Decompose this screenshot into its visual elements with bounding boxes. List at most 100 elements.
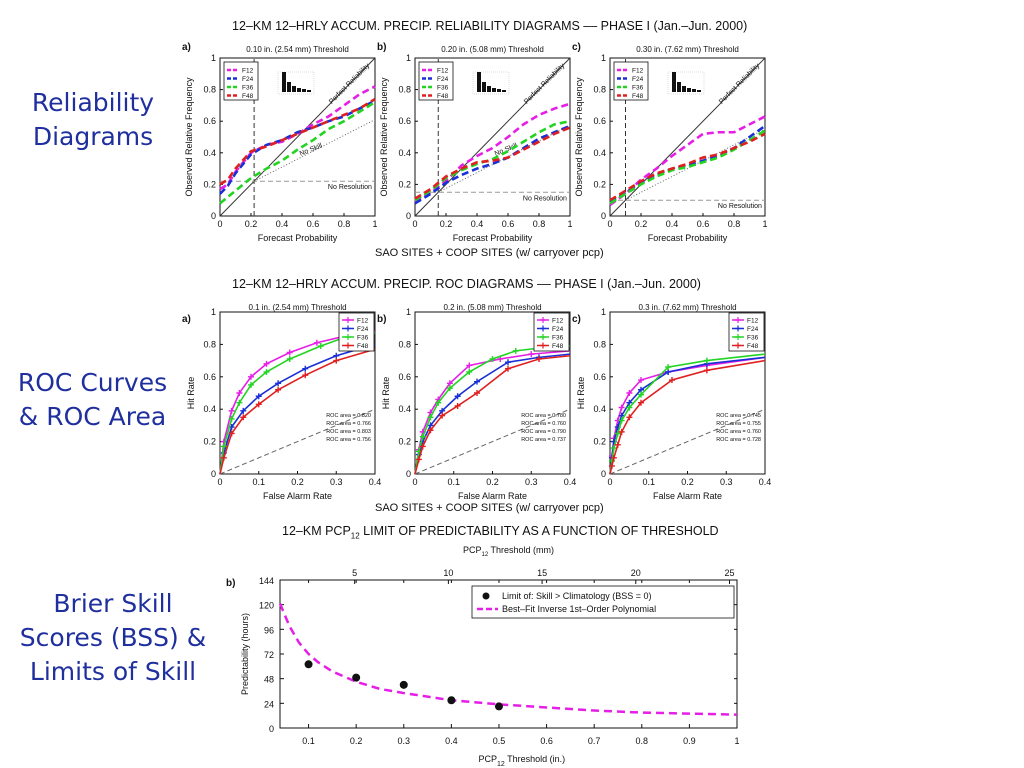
y-tick-label: 1 bbox=[601, 307, 606, 317]
perfect-reliability-line bbox=[414, 57, 571, 217]
x-tick-label: 0.9 bbox=[683, 736, 696, 746]
roc-point-marker bbox=[536, 355, 542, 362]
reliability-chart-b: b) 0.20 in. (5.08 mm) Threshold 0 0.2 0.4 0.6… bbox=[377, 42, 573, 243]
y-tick-label: 0.2 bbox=[593, 179, 606, 189]
y-tick-label: 0.2 bbox=[203, 179, 216, 189]
roc-chart-a: a) 0.1 in. (2.54 mm) Threshold 0 0.1 0.2 0.3 0… bbox=[182, 303, 382, 501]
perfect-reliability-line bbox=[609, 57, 766, 217]
legend-label: F36 bbox=[357, 335, 369, 342]
y-tick-label: 0 bbox=[211, 469, 216, 479]
legend-label: F24 bbox=[552, 326, 564, 333]
x-tick-label: 1 bbox=[762, 219, 767, 229]
roc-point-marker bbox=[427, 414, 434, 421]
y-tick-label: 0 bbox=[601, 469, 606, 479]
histogram-inset-bar bbox=[682, 86, 686, 92]
roc-point-marker bbox=[528, 351, 535, 358]
y-axis-label: Observed Relative Frequency bbox=[574, 77, 584, 197]
pcp-title-main: 12–KM PCP bbox=[282, 524, 351, 538]
x-tick-label: 0.4 bbox=[369, 477, 382, 487]
legend-marker bbox=[540, 342, 546, 349]
legend-marker bbox=[540, 334, 546, 340]
y-axis-label: Hit Rate bbox=[381, 377, 391, 410]
histogram-inset-bar bbox=[292, 86, 296, 92]
roc-curve-f48 bbox=[414, 354, 571, 475]
roc-point-marker bbox=[435, 399, 442, 406]
roc-area-text: ROC area = 0.745 bbox=[716, 413, 761, 419]
x-tick-label: 0.5 bbox=[493, 736, 506, 746]
roc-point-marker bbox=[415, 456, 422, 463]
roc-figure-title: 12–KM 12–HRLY ACCUM. PRECIP. ROC DIAGRAM… bbox=[232, 277, 701, 291]
no-resolution-label: No Resolution bbox=[328, 184, 372, 191]
roc-point-marker bbox=[240, 407, 247, 414]
x-tick-label: 1 bbox=[372, 219, 377, 229]
histogram-inset-bar bbox=[297, 88, 301, 92]
limit-of-skill-point bbox=[447, 696, 456, 705]
roc-chart-c: c) 0.3 in. (7.62 mm) Threshold 0 0.1 0.2 0.3 0… bbox=[572, 303, 772, 501]
roc-area-text: ROC area = 0.756 bbox=[326, 437, 371, 443]
histogram-inset-frame bbox=[472, 71, 510, 95]
roc-point-marker bbox=[313, 339, 320, 346]
panel-title: 0.2 in. (5.08 mm) Threshold bbox=[443, 303, 541, 312]
histogram-inset-bar bbox=[677, 82, 681, 92]
y-tick-label: 0.4 bbox=[398, 404, 411, 414]
no-resolution-label: No Resolution bbox=[718, 203, 762, 210]
legend-label: F12 bbox=[242, 68, 254, 75]
legend-label: F12 bbox=[632, 68, 644, 75]
panel-letter: b) bbox=[377, 42, 386, 53]
y-tick-label: 0 bbox=[211, 211, 216, 221]
y-tick-label: 0.2 bbox=[203, 437, 216, 447]
legend-label: F48 bbox=[632, 93, 644, 100]
x-axis-label: Forecast Probability bbox=[648, 233, 728, 243]
perfect-reliability-label: Perfect Reliability bbox=[718, 62, 762, 106]
x-tick-label: 0.3 bbox=[330, 477, 343, 487]
x-tick-label: 0.8 bbox=[338, 219, 351, 229]
perfect-reliability-label: Perfect Reliability bbox=[328, 62, 372, 106]
roc-point-marker bbox=[669, 377, 675, 384]
roc-curve-f12 bbox=[219, 330, 376, 475]
y-tick-label: 24 bbox=[264, 699, 274, 709]
roc-curve-f12 bbox=[414, 350, 571, 475]
x-axis-label-part: 12 bbox=[497, 761, 505, 768]
histogram-inset-frame bbox=[667, 71, 705, 95]
legend-label: F36 bbox=[242, 85, 254, 92]
x-axis-label: PCP12 Threshold (in.) bbox=[479, 754, 566, 768]
x-tick-label: 0.1 bbox=[447, 477, 460, 487]
side-label-line: Diagrams bbox=[32, 122, 154, 151]
x-tick-label: 0.2 bbox=[245, 219, 258, 229]
legend-marker bbox=[735, 342, 741, 349]
y-tick-label: 1 bbox=[601, 53, 606, 63]
roc-point-marker bbox=[505, 359, 511, 366]
x-tick-label: 0.3 bbox=[525, 477, 538, 487]
x-tick-label: 0.6 bbox=[697, 219, 710, 229]
top-x-tick-label: 5 bbox=[352, 568, 357, 578]
limit-of-skill-point bbox=[494, 702, 503, 711]
roc-point-marker bbox=[512, 347, 519, 354]
roc-point-marker bbox=[638, 391, 644, 398]
series-line-f12 bbox=[219, 85, 376, 191]
x-axis-label: False Alarm Rate bbox=[263, 491, 332, 501]
roc-point-marker bbox=[228, 430, 235, 437]
x-tick-label: 0.1 bbox=[642, 477, 655, 487]
y-tick-label: 72 bbox=[264, 650, 274, 660]
y-tick-label: 1 bbox=[406, 307, 411, 317]
x-tick-label: 0.6 bbox=[502, 219, 515, 229]
top-x-tick-label: 15 bbox=[537, 568, 547, 578]
x-tick-label: 0.3 bbox=[398, 736, 411, 746]
x-tick-label: 0.4 bbox=[759, 477, 772, 487]
roc-point-marker bbox=[333, 357, 340, 364]
roc-point-marker bbox=[302, 372, 309, 379]
series-line-f12 bbox=[609, 115, 766, 206]
roc-point-marker bbox=[614, 441, 621, 448]
best-fit-curve bbox=[278, 603, 738, 716]
x-tick-label: 0.1 bbox=[302, 736, 315, 746]
roc-point-marker bbox=[474, 378, 480, 385]
roc-point-marker bbox=[419, 433, 426, 440]
x-tick-label: 0.7 bbox=[588, 736, 601, 746]
x-tick-label: 0.1 bbox=[252, 477, 265, 487]
pcp-figure-title: 12–KM PCP12 LIMIT OF PREDICTABILITY AS A… bbox=[282, 524, 719, 541]
roc-point-marker bbox=[626, 404, 633, 411]
x-tick-label: 0.2 bbox=[635, 219, 648, 229]
legend-label: F12 bbox=[437, 68, 449, 75]
histogram-inset-frame bbox=[277, 71, 315, 95]
roc-point-marker bbox=[466, 362, 473, 369]
